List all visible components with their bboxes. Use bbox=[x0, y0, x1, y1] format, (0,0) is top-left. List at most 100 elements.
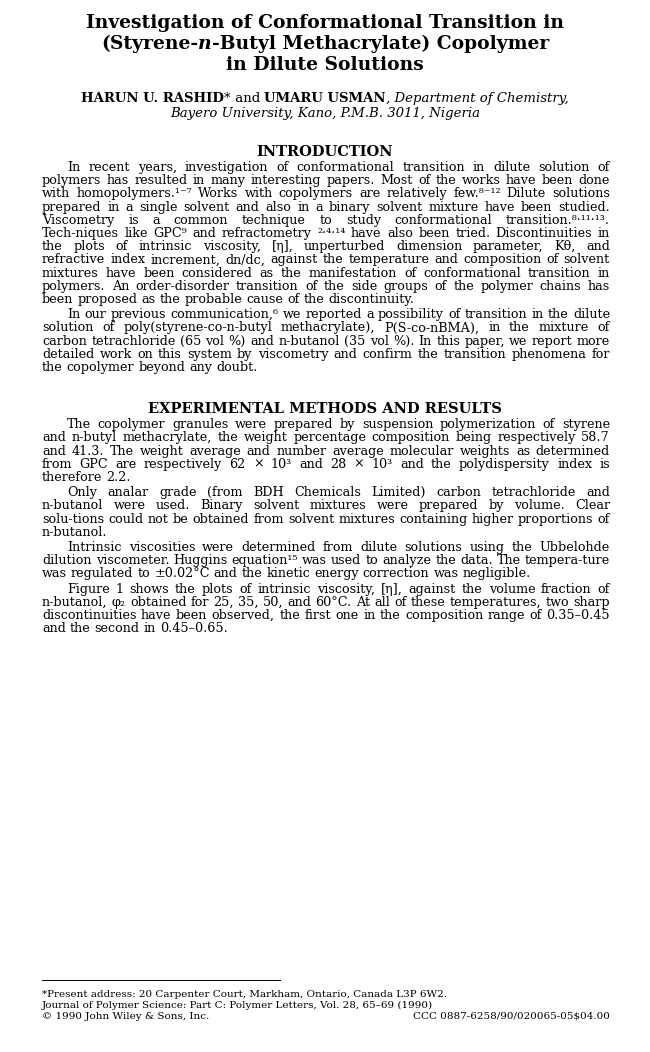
Text: negligible.: negligible. bbox=[462, 567, 530, 581]
Text: and: and bbox=[250, 335, 274, 347]
Text: data.: data. bbox=[460, 554, 493, 567]
Text: is: is bbox=[599, 458, 610, 471]
Text: our: our bbox=[84, 308, 107, 321]
Text: polymer: polymer bbox=[480, 280, 534, 292]
Text: homopolymers.¹⁻⁷: homopolymers.¹⁻⁷ bbox=[76, 187, 192, 200]
Text: been: been bbox=[143, 266, 175, 280]
Text: polymerization: polymerization bbox=[440, 419, 536, 431]
Text: groups: groups bbox=[384, 280, 428, 292]
Text: this: this bbox=[436, 335, 460, 347]
Text: parameter,: parameter, bbox=[473, 240, 543, 254]
Text: ×: × bbox=[253, 458, 264, 471]
Text: for: for bbox=[190, 595, 209, 609]
Text: a: a bbox=[366, 308, 374, 321]
Text: plots: plots bbox=[202, 583, 233, 595]
Text: methacrylate),: methacrylate), bbox=[281, 322, 376, 335]
Text: reported: reported bbox=[306, 308, 361, 321]
Text: plots: plots bbox=[73, 240, 105, 254]
Text: Kθ,: Kθ, bbox=[554, 240, 575, 254]
Text: GPC: GPC bbox=[80, 458, 109, 471]
Text: the: the bbox=[512, 541, 532, 554]
Text: Discontinuities: Discontinuities bbox=[496, 227, 592, 240]
Text: second: second bbox=[95, 622, 140, 635]
Text: vol: vol bbox=[370, 335, 389, 347]
Text: dilution: dilution bbox=[42, 554, 92, 567]
Text: being: being bbox=[456, 431, 492, 444]
Text: solvent: solvent bbox=[253, 500, 299, 512]
Text: more: more bbox=[577, 335, 610, 347]
Text: polydispersity: polydispersity bbox=[459, 458, 550, 471]
Text: kinetic: kinetic bbox=[266, 567, 310, 581]
Text: work: work bbox=[99, 348, 132, 361]
Text: of: of bbox=[530, 609, 542, 622]
Text: in: in bbox=[473, 161, 485, 174]
Text: been: been bbox=[42, 294, 73, 306]
Text: transition: transition bbox=[465, 308, 527, 321]
Text: 50,: 50, bbox=[263, 595, 283, 609]
Text: *: * bbox=[224, 92, 231, 105]
Text: the: the bbox=[217, 431, 238, 444]
Text: of: of bbox=[418, 175, 430, 187]
Text: these: these bbox=[411, 595, 445, 609]
Text: the: the bbox=[304, 294, 324, 306]
Text: temperatures,: temperatures, bbox=[450, 595, 541, 609]
Text: dimension: dimension bbox=[396, 240, 462, 254]
Text: index: index bbox=[111, 254, 146, 266]
Text: a: a bbox=[315, 201, 323, 214]
Text: Bayero University, Kano, P.M.B. 3011, Nigeria: Bayero University, Kano, P.M.B. 3011, Ni… bbox=[170, 107, 480, 120]
Text: Works: Works bbox=[198, 187, 239, 200]
Text: (35: (35 bbox=[344, 335, 365, 347]
Text: EXPERIMENTAL METHODS AND RESULTS: EXPERIMENTAL METHODS AND RESULTS bbox=[148, 402, 502, 417]
Text: tempera­ture: tempera­ture bbox=[525, 554, 610, 567]
Text: few.⁸⁻¹²: few.⁸⁻¹² bbox=[453, 187, 500, 200]
Text: 0.45–0.65.: 0.45–0.65. bbox=[160, 622, 228, 635]
Text: the: the bbox=[431, 458, 452, 471]
Text: intrinsic: intrinsic bbox=[138, 240, 192, 254]
Text: solvent: solvent bbox=[376, 201, 422, 214]
Text: one: one bbox=[335, 609, 359, 622]
Text: as: as bbox=[142, 294, 155, 306]
Text: communication,⁶: communication,⁶ bbox=[170, 308, 278, 321]
Text: increment,: increment, bbox=[150, 254, 220, 266]
Text: the: the bbox=[324, 280, 344, 292]
Text: in: in bbox=[193, 175, 205, 187]
Text: discontinuities: discontinuities bbox=[42, 609, 136, 622]
Text: polymers.: polymers. bbox=[42, 280, 105, 292]
Text: *Present address: 20 Carpenter Court, Markham, Ontario, Canada L3P 6W2.: *Present address: 20 Carpenter Court, Ma… bbox=[42, 990, 447, 999]
Text: 2.2.: 2.2. bbox=[107, 471, 131, 484]
Text: tetrachloride: tetrachloride bbox=[91, 335, 176, 347]
Text: are: are bbox=[116, 458, 136, 471]
Text: average: average bbox=[189, 445, 241, 458]
Text: Viscometry: Viscometry bbox=[42, 214, 114, 227]
Text: as: as bbox=[259, 266, 274, 280]
Text: In: In bbox=[67, 308, 80, 321]
Text: have: have bbox=[484, 201, 515, 214]
Text: The: The bbox=[497, 554, 521, 567]
Text: 10³: 10³ bbox=[271, 458, 292, 471]
Text: Binary: Binary bbox=[200, 500, 243, 512]
Text: and: and bbox=[586, 486, 610, 500]
Text: CCC 0887-6258/90/020065-05$04.00: CCC 0887-6258/90/020065-05$04.00 bbox=[413, 1012, 610, 1021]
Text: works: works bbox=[462, 175, 500, 187]
Text: 1: 1 bbox=[116, 583, 124, 595]
Text: report: report bbox=[532, 335, 573, 347]
Text: (65: (65 bbox=[180, 335, 201, 347]
Text: was: was bbox=[42, 567, 67, 581]
Text: in: in bbox=[107, 201, 120, 214]
Text: conformational: conformational bbox=[296, 161, 395, 174]
Text: transition: transition bbox=[443, 348, 506, 361]
Text: been: been bbox=[521, 201, 552, 214]
Text: beyond: beyond bbox=[138, 361, 185, 375]
Text: and: and bbox=[400, 458, 424, 471]
Text: all: all bbox=[374, 595, 390, 609]
Text: the: the bbox=[279, 609, 300, 622]
Text: weight: weight bbox=[140, 445, 183, 458]
Text: to: to bbox=[137, 567, 150, 581]
Text: the: the bbox=[418, 348, 439, 361]
Text: the: the bbox=[454, 280, 474, 292]
Text: Dilute: Dilute bbox=[507, 187, 546, 200]
Text: dilute: dilute bbox=[361, 541, 398, 554]
Text: has: has bbox=[588, 280, 610, 292]
Text: many: many bbox=[211, 175, 246, 187]
Text: suspension: suspension bbox=[362, 419, 433, 431]
